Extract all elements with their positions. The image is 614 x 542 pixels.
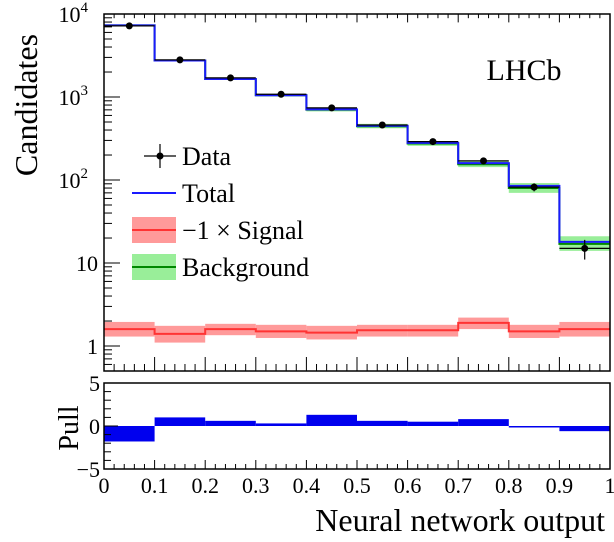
y-tick-label-0: 1 [87,334,98,359]
data-marker-5 [378,121,386,129]
data-point-0 [104,22,155,30]
y-tick-label-1: 10 [76,251,98,276]
data-point-4 [306,104,357,112]
pull-bar-7 [458,419,509,426]
legend-item-1: Total [132,179,235,208]
pull-bar-3 [255,423,307,426]
pull-bar-8 [508,426,560,428]
data-point-8 [508,183,560,192]
data-point-3 [255,90,307,98]
pull-bar-4 [306,414,357,426]
main-lines [104,24,610,335]
pull-bar-2 [205,420,256,426]
legend-item-2: −1 × Signal [132,216,304,245]
data-marker-0 [125,22,133,30]
data-point-1 [154,56,206,64]
pull-axes: 0 0.1 0.2 0.3 0.4 0.5 0.6 0.7 0.8 0.9 1−505 [77,371,614,498]
data-point-5 [357,121,408,129]
x-tick-label-6: 0.6 [394,473,422,498]
y-tick-label-4: 104 [59,0,89,27]
y-tick-label-2: 102 [59,166,89,193]
pull-y-tick-label-0: −5 [77,457,100,482]
pull-bar-5 [357,420,408,426]
pull-bar-9 [559,426,610,432]
legend-label-2: −1 × Signal [182,216,304,245]
legend-label-0: Data [182,142,232,171]
data-marker-2 [227,74,234,82]
x-tick-label-3: 0.3 [242,473,270,498]
data-point-2 [205,74,256,82]
data-point-9 [559,239,610,260]
experiment-label: LHCb [487,54,562,87]
main-axes: 1 10 102 103 104 [59,0,611,372]
legend-item-0: Data [144,142,232,171]
data-marker-1 [176,56,184,64]
data-marker-3 [277,90,285,98]
total-line [104,24,610,243]
x-tick-label-2: 0.2 [191,473,219,498]
legend-label-3: Background [182,253,309,282]
signal-line [104,321,610,335]
data-marker-8 [530,183,538,191]
data-marker-7 [480,157,487,165]
pull-axis-label: Pull [54,405,85,450]
pull-y-tick-label-2: 5 [89,371,100,396]
data-marker-6 [429,138,437,146]
x-tick-label-10: 1 [605,473,614,498]
x-tick-label-9: 0.9 [546,473,574,498]
pull-bar-6 [407,421,459,426]
legend-data-marker [156,152,164,160]
data-marker-9 [581,244,589,252]
x-tick-label-7: 0.7 [444,473,472,498]
x-tick-label-4: 0.4 [293,473,321,498]
data-marker-4 [328,104,336,112]
main-points [104,22,610,260]
x-tick-label-8: 0.8 [495,473,523,498]
y-axis-label: Candidates [8,34,44,176]
x-axis-label: Neural network output [315,502,605,538]
x-tick-label-5: 0.5 [343,473,371,498]
pull-bars [104,414,610,442]
y-tick-label-3: 103 [59,83,89,110]
x-tick-label-0: 0 [99,473,110,498]
pull-bar-1 [154,417,206,426]
pull-bar-0 [104,426,155,442]
legend-item-3: Background [132,253,309,282]
x-tick-label-1: 0.1 [141,473,169,498]
data-point-7 [458,157,509,165]
pull-y-tick-label-1: 0 [89,414,100,439]
legend-label-1: Total [182,179,235,208]
legend: Data Total −1 × Signal Background [132,142,309,282]
data-point-6 [407,138,459,146]
